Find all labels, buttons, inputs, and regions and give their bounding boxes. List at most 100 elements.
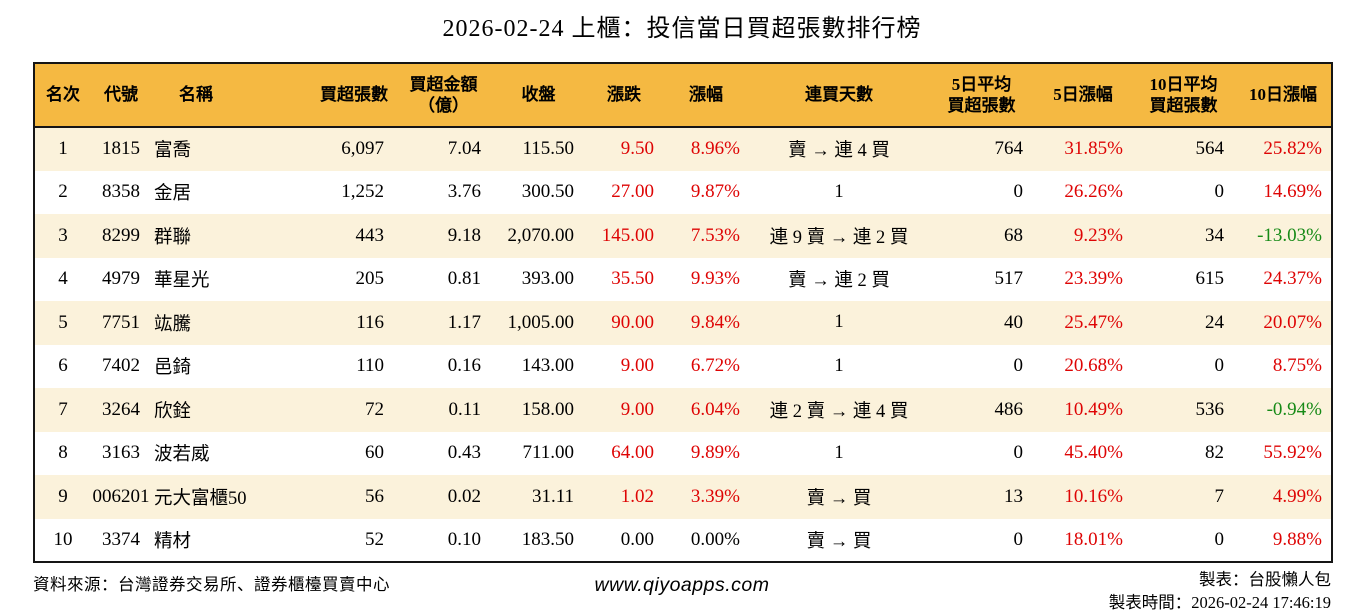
cell-net-buy-volume: 56: [365, 485, 384, 507]
cell-avg5-volume: 68: [1004, 224, 1023, 246]
cell-avg10-volume: 0: [1214, 355, 1225, 377]
cell-avg5-volume: 0: [1013, 442, 1024, 464]
cell-change: 1.02: [620, 485, 654, 507]
cell-close: 183.50: [521, 528, 574, 550]
cell-net-buy-volume: 110: [356, 355, 384, 377]
cell-close: 143.00: [521, 355, 574, 377]
cell-name: 富喬: [154, 141, 192, 162]
cell-avg5-volume: 0: [1013, 181, 1024, 203]
cell-name: 竑騰: [154, 314, 192, 335]
cell-avg10-volume: 7: [1214, 485, 1225, 507]
col-header-close: 收盤: [492, 63, 585, 128]
cell-rank: 6: [58, 355, 68, 377]
cell-net-buy-volume: 60: [365, 442, 384, 464]
cell-10d-change-pct: -0.94%: [1266, 398, 1322, 420]
report-page: 2026-02-24 上櫃：投信當日買超張數排行榜 名次 代號 名稱 買超張數 …: [0, 14, 1364, 612]
cell-net-buy-amount: 0.16: [447, 355, 481, 377]
cell-rank: 8: [58, 442, 68, 464]
cell-change-pct: 9.87%: [690, 181, 740, 203]
cell-code: 3264: [102, 398, 140, 420]
cell-change: 90.00: [611, 311, 654, 333]
table-body: 1 1815 富喬 6,097 7.04 115.50 9.50 8.96% 賣…: [34, 127, 1332, 562]
cell-net-buy-volume: 1,252: [341, 181, 384, 203]
cell-net-buy-amount: 1.17: [447, 311, 481, 333]
cell-avg5-volume: 764: [994, 138, 1024, 160]
cell-rank: 10: [53, 528, 73, 550]
cell-name: 金居: [154, 184, 192, 205]
table-row: 5 7751 竑騰 116 1.17 1,005.00 90.00 9.84% …: [34, 301, 1332, 345]
cell-close: 158.00: [521, 398, 574, 420]
cell-change-pct: 9.93%: [690, 268, 740, 290]
cell-5d-change-pct: 18.01%: [1064, 528, 1123, 550]
cell-buy-streak: 賣 → 連 2 買: [788, 271, 890, 292]
cell-close: 300.50: [521, 181, 574, 203]
cell-rank: 9: [58, 485, 68, 507]
cell-code: 8299: [102, 224, 140, 246]
cell-close: 2,070.00: [507, 224, 575, 246]
cell-change-pct: 9.89%: [690, 442, 740, 464]
cell-5d-change-pct: 26.26%: [1064, 181, 1123, 203]
cell-rank: 2: [58, 181, 68, 203]
table-row: 9 006201 元大富櫃50 56 0.02 31.11 1.02 3.39%…: [34, 475, 1332, 519]
cell-close: 115.50: [522, 138, 574, 160]
col-header-change-pct: 漲幅: [663, 63, 749, 128]
cell-avg10-volume: 0: [1214, 528, 1225, 550]
cell-code: 3163: [102, 442, 140, 464]
ranking-table: 名次 代號 名稱 買超張數 買超金額 （億） 收盤 漲跌 漲幅 連買天數 5日平均…: [33, 62, 1333, 563]
cell-net-buy-volume: 116: [356, 311, 384, 333]
table-row: 3 8299 群聯 443 9.18 2,070.00 145.00 7.53%…: [34, 214, 1332, 258]
cell-net-buy-amount: 7.04: [447, 138, 481, 160]
header-row: 名次 代號 名稱 買超張數 買超金額 （億） 收盤 漲跌 漲幅 連買天數 5日平均…: [34, 63, 1332, 128]
cell-code: 7402: [102, 355, 140, 377]
cell-name: 精材: [154, 531, 192, 552]
cell-net-buy-volume: 72: [365, 398, 384, 420]
col-header-10d-change-pct: 10日漲幅: [1235, 63, 1332, 128]
cell-net-buy-amount: 0.02: [447, 485, 481, 507]
cell-net-buy-volume: 443: [355, 224, 385, 246]
col-header-code: 代號: [91, 63, 151, 128]
footer-time: 製表時間：2026-02-24 17:46:19: [1108, 593, 1331, 612]
cell-avg10-volume: 615: [1195, 268, 1225, 290]
cell-avg5-volume: 40: [1004, 311, 1023, 333]
page-title: 2026-02-24 上櫃：投信當日買超張數排行榜: [442, 16, 922, 42]
cell-avg5-volume: 517: [994, 268, 1024, 290]
cell-buy-streak: 連 2 賣 → 連 4 買: [769, 401, 909, 422]
cell-buy-streak: 1: [834, 355, 844, 376]
cell-10d-change-pct: 24.37%: [1263, 268, 1322, 290]
cell-avg5-volume: 0: [1013, 355, 1024, 377]
table-row: 8 3163 波若威 60 0.43 711.00 64.00 9.89% 1 …: [34, 431, 1332, 475]
col-header-rank: 名次: [34, 63, 91, 128]
cell-5d-change-pct: 45.40%: [1064, 442, 1123, 464]
cell-avg5-volume: 486: [994, 398, 1024, 420]
cell-5d-change-pct: 31.85%: [1064, 138, 1123, 160]
cell-10d-change-pct: 4.99%: [1272, 485, 1322, 507]
cell-name: 邑錡: [154, 358, 192, 379]
cell-rank: 3: [58, 224, 68, 246]
cell-change: 27.00: [611, 181, 654, 203]
cell-change: 0.00: [620, 528, 654, 550]
cell-10d-change-pct: 9.88%: [1272, 528, 1322, 550]
cell-net-buy-volume: 205: [355, 268, 385, 290]
cell-change-pct: 8.96%: [690, 138, 740, 160]
cell-avg5-volume: 13: [1004, 485, 1023, 507]
cell-change-pct: 7.53%: [690, 224, 740, 246]
cell-5d-change-pct: 25.47%: [1064, 311, 1123, 333]
cell-10d-change-pct: 55.92%: [1263, 442, 1322, 464]
cell-buy-streak: 連 9 賣 → 連 2 買: [769, 227, 909, 248]
cell-code: 4979: [102, 268, 140, 290]
cell-close: 31.11: [531, 485, 574, 507]
cell-10d-change-pct: 14.69%: [1263, 181, 1322, 203]
cell-change-pct: 0.00%: [690, 528, 740, 550]
cell-avg10-volume: 24: [1205, 311, 1224, 333]
cell-code: 3374: [102, 528, 140, 550]
cell-net-buy-amount: 0.11: [448, 398, 481, 420]
col-header-net-buy-amount: 買超金額 （億）: [395, 63, 492, 128]
cell-code: 006201: [92, 485, 150, 507]
cell-net-buy-volume: 52: [365, 528, 384, 550]
cell-5d-change-pct: 10.49%: [1064, 398, 1123, 420]
cell-close: 393.00: [521, 268, 574, 290]
cell-close: 711.00: [522, 442, 574, 464]
footer-credit: 製表：台股懶人包 製表時間：2026-02-24 17:46:19: [1109, 568, 1331, 612]
cell-rank: 1: [58, 138, 68, 160]
col-header-avg10-volume: 10日平均 買超張數: [1132, 63, 1235, 128]
